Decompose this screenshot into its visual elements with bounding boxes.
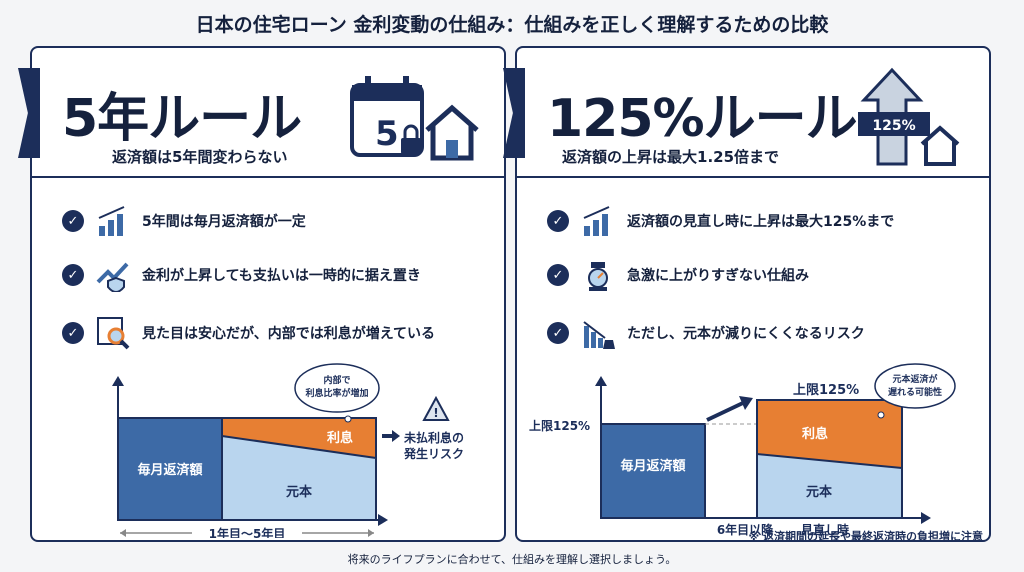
list-item: ✓ ただし、元本が減りにくくなるリスク <box>547 316 865 350</box>
check-icon: ✓ <box>547 264 569 286</box>
item-text: 返済額の見直し時に上昇は最大125%まで <box>627 214 895 230</box>
bar-chart-icon <box>583 206 610 236</box>
calendar-number: 5 <box>375 114 399 154</box>
interest-area <box>222 418 376 458</box>
125-percent-rule-panel: 125%ルール 返済額の上昇は最大1.25倍まで 125% ✓ 返済額の見直し時に… <box>503 46 991 542</box>
item-text: 見た目は安心だが、内部では利息が増えている <box>142 326 436 342</box>
gauge-icon <box>588 262 608 291</box>
bar-chart-icon <box>98 206 125 236</box>
bubble-text: 利息比率が増加 <box>304 387 368 399</box>
cap-top-label: 上限125% <box>793 383 859 398</box>
risk-label: 発生リスク <box>403 446 464 461</box>
item-text: ただし、元本が減りにくくなるリスク <box>627 326 865 342</box>
principal-area <box>757 454 902 518</box>
bubble-text: 元本返済が <box>892 373 938 385</box>
svg-text:!: ! <box>433 406 438 420</box>
list-item: ✓ 返済額の見直し時に上昇は最大125%まで <box>547 204 894 238</box>
check-icon: ✓ <box>62 264 84 286</box>
thought-bubble <box>294 363 380 413</box>
payment-label: 毎月返済額 <box>137 462 202 478</box>
trend-up-shield-icon <box>96 262 129 292</box>
divider <box>517 176 989 178</box>
check-icon: ✓ <box>547 210 569 232</box>
check-icon: ✓ <box>62 210 84 232</box>
item-text: 金利が上昇しても支払いは一時的に据え置き <box>142 268 421 284</box>
list-item: ✓ 金利が上昇しても支払いは一時的に据え置き <box>62 258 421 292</box>
item-text: 5年間は毎月返済額が一定 <box>142 214 306 230</box>
bubble-text: 内部で <box>323 374 350 386</box>
interest-label: 利息 <box>327 430 353 446</box>
five-year-chart: 毎月返済額 利息 元本 内部で 利息比率が増加 ! 未払利息の 発生リスク 1年… <box>112 363 464 538</box>
ribbon-decoration <box>18 68 40 158</box>
panel-subheading: 返済額の上昇は最大1.25倍まで <box>562 148 780 166</box>
interest-area <box>757 400 902 468</box>
cap-left-label: 上限125% <box>529 418 590 433</box>
page-title: 日本の住宅ローン 金利変動の仕組み：仕組みを正しく理解するための比較 <box>195 14 829 36</box>
payment-label: 毎月返済額 <box>620 458 685 474</box>
divider <box>32 176 504 178</box>
footer-note: 将来のライフプランに合わせて、仕組みを理解し選択しましょう。 <box>347 553 677 566</box>
125-percent-chart: 上限125% 上限125% 毎月返済額 利息 元本 元本返済が 遅れる可能性 6… <box>529 363 983 542</box>
item-text: 急激に上がりすぎない仕組み <box>627 268 809 284</box>
check-icon: ✓ <box>62 322 84 344</box>
panel-heading: 5年ルール <box>62 89 302 149</box>
principal-label: 元本 <box>806 484 832 500</box>
payment-bar <box>600 423 706 519</box>
arrow-up-house-icon: 125% <box>858 67 960 166</box>
payment-bar <box>117 417 223 521</box>
warning-icon <box>422 395 450 421</box>
magnifier-document-icon <box>97 317 130 350</box>
interest-label: 利息 <box>802 426 828 442</box>
check-icon: ✓ <box>547 322 569 344</box>
list-item: ✓ 5年間は毎月返済額が一定 <box>62 204 306 238</box>
list-item: ✓ 見た目は安心だが、内部では利息が増えている <box>62 316 435 350</box>
x-label-after-6-years: 6年目以降 <box>717 522 774 537</box>
chart-note: ※ 返済期間の延長や最終返済時の負担増に注意 <box>748 529 983 542</box>
principal-area <box>222 436 376 520</box>
ribbon-decoration <box>503 68 525 158</box>
thought-bubble <box>874 363 956 409</box>
declining-chart-weight-icon <box>583 321 615 349</box>
principal-label: 元本 <box>286 484 312 500</box>
calendar-lock-house-icon: 5 <box>350 76 479 161</box>
x-label-review: 見直し時 <box>800 522 849 537</box>
icon-label: 125% <box>872 118 915 134</box>
panel-heading: 125%ルール <box>547 89 858 149</box>
bubble-text: 遅れる可能性 <box>888 386 942 398</box>
five-year-rule-panel: 5年ルール 返済額は5年間変わらない 5 ✓ 5年間は毎月返済額が一定 ✓ 金利が上… <box>18 46 506 542</box>
list-item: ✓ 急激に上がりすぎない仕組み <box>547 258 809 292</box>
panel-subheading: 返済額は5年間変わらない <box>112 148 288 166</box>
period-label: 1年目〜5年目 <box>209 526 286 538</box>
risk-label: 未払利息の <box>403 430 464 445</box>
